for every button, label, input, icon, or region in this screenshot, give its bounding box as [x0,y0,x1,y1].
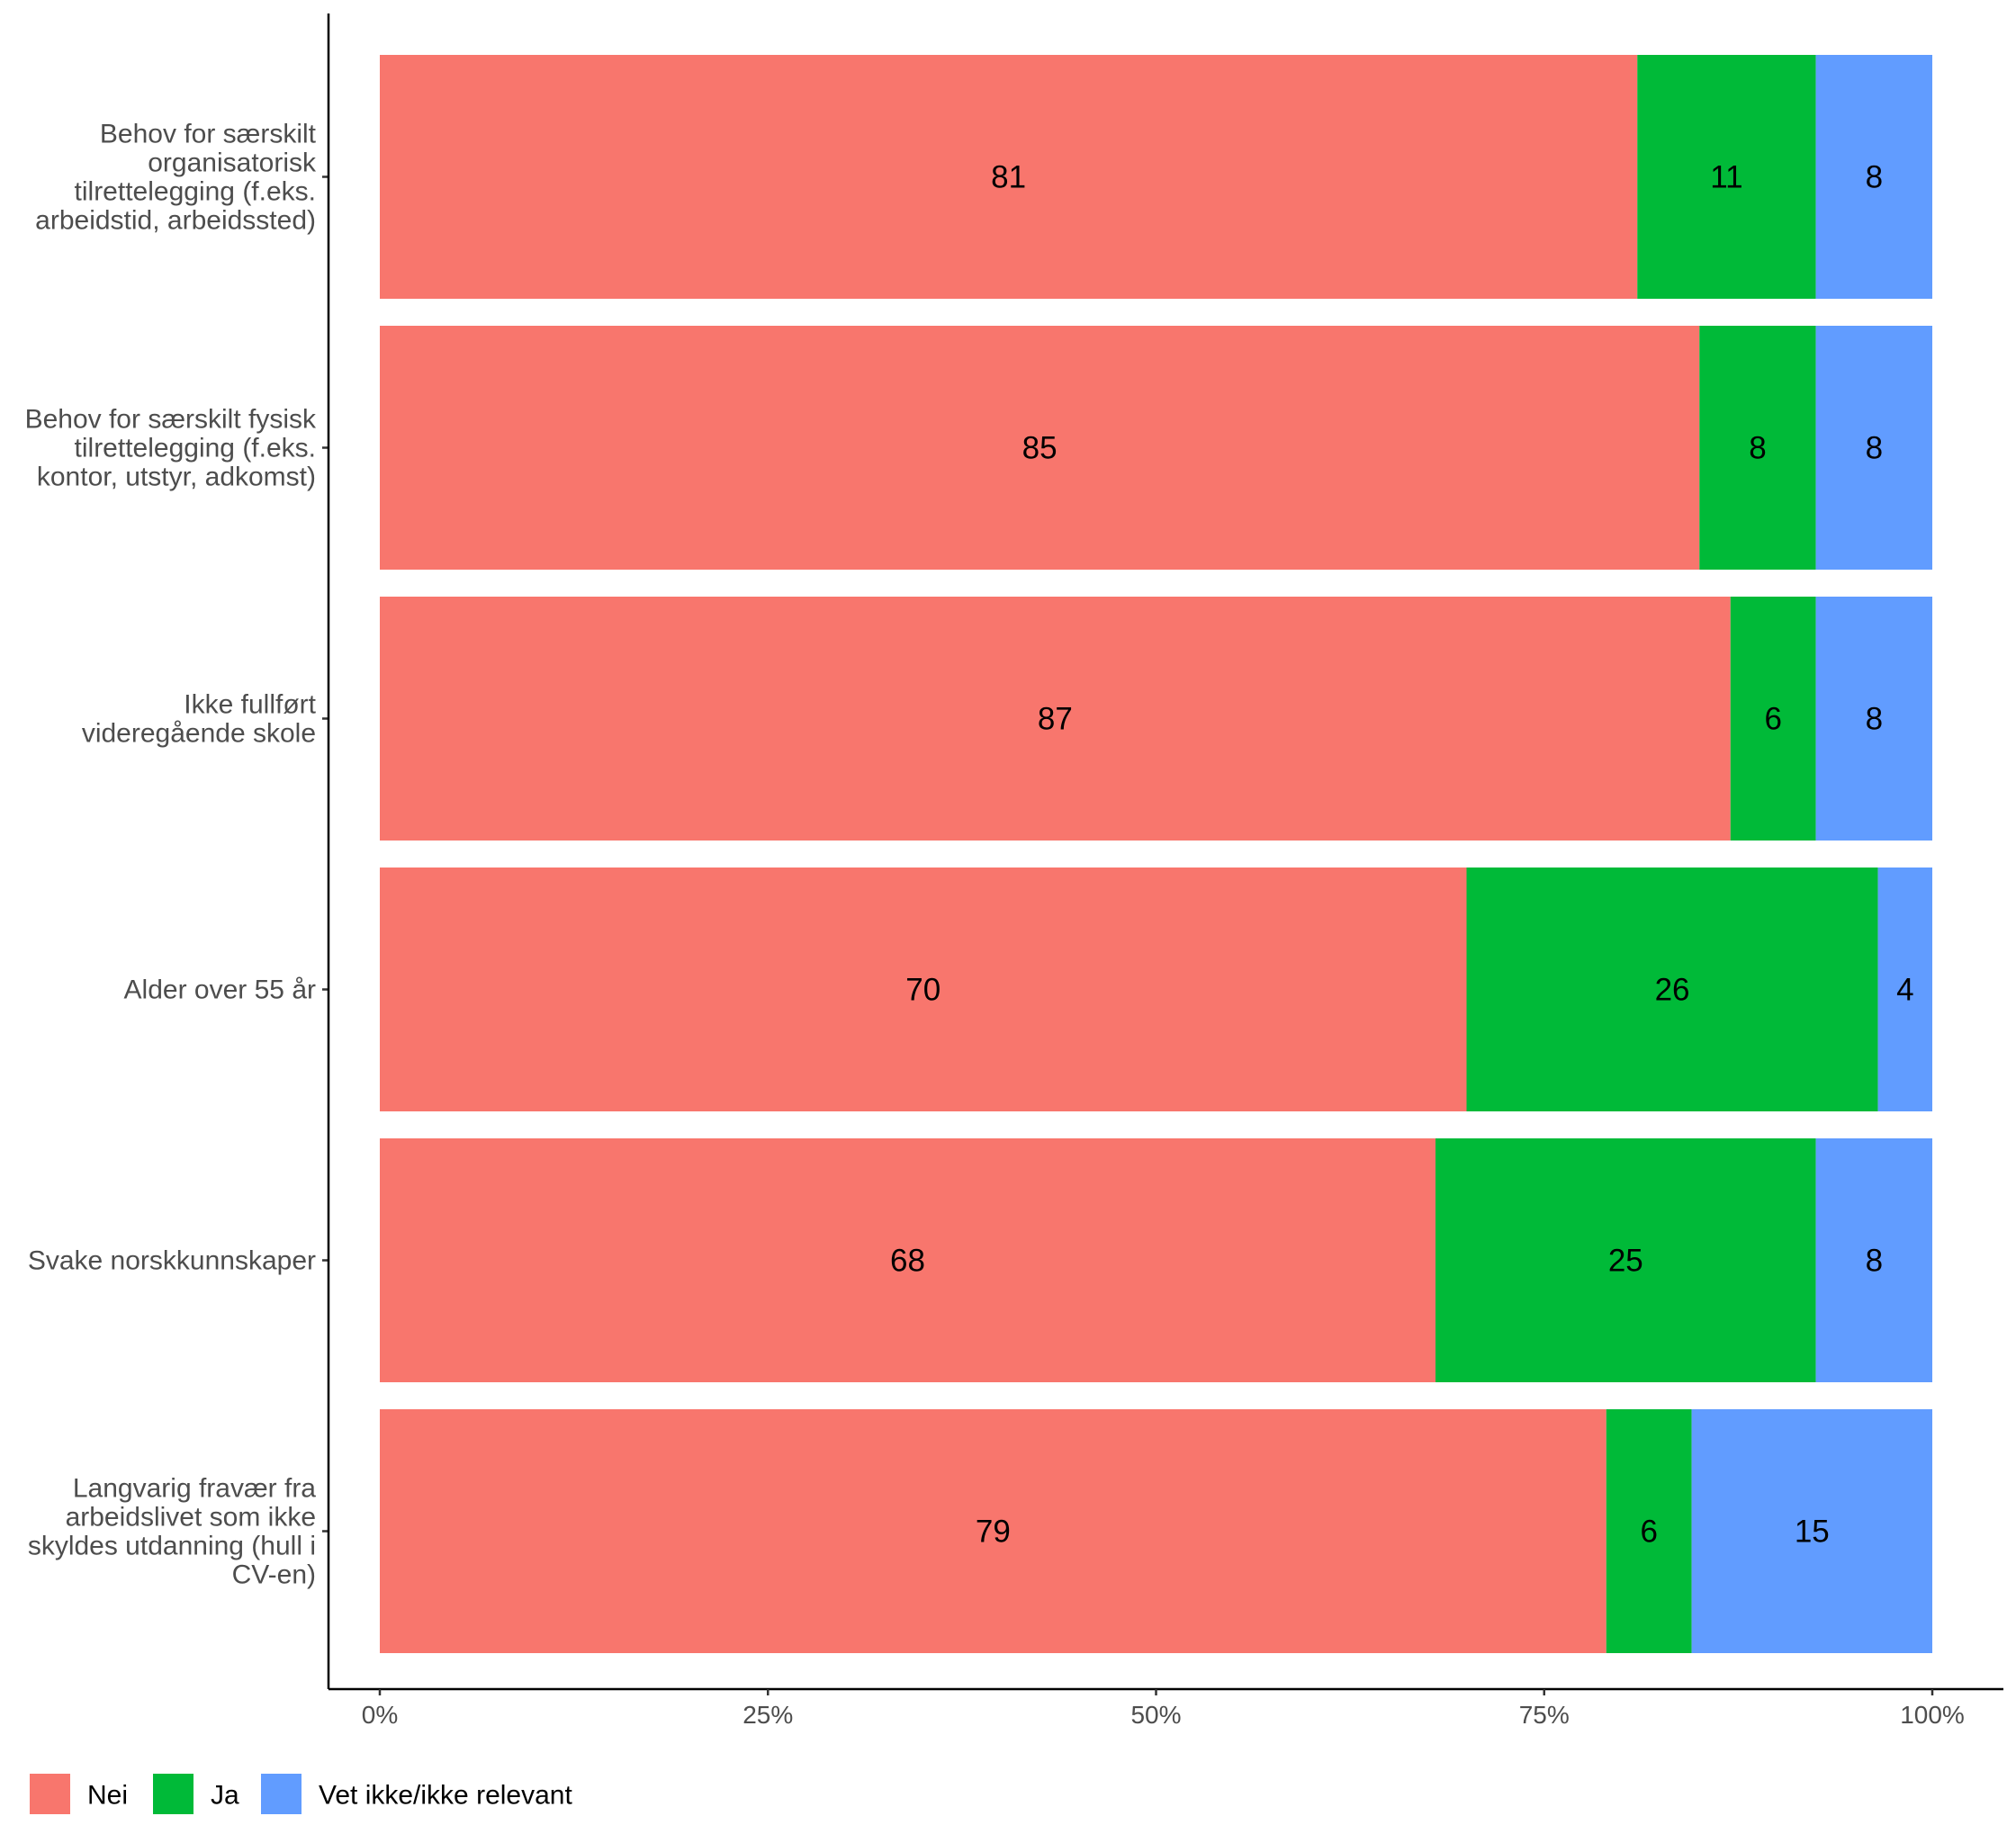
legend-key [261,1774,302,1814]
data-label: 8 [1866,160,1883,195]
data-label: 11 [1710,160,1742,195]
bar-segment [380,326,1700,570]
bar-segment [1815,55,1932,299]
bar-segment [380,1409,1606,1653]
legend-key [153,1774,194,1814]
bar-segment [1815,1138,1932,1382]
category-label-line: skyldes utdanning (hull i [28,1532,316,1561]
category-label-line: Behov for særskilt fysisk [25,405,317,435]
category-label: Behov for særskilt organisatorisk tilrette… [35,120,317,236]
data-label: 6 [1640,1515,1657,1550]
data-label: 87 [1038,702,1073,737]
category-label-line: Alder over 55 år [124,975,316,1005]
category-label-line: Behov for særskilt [100,120,317,149]
bar-segment [1815,597,1932,841]
bar-segment [1637,55,1816,299]
bar-segment [1691,1409,1932,1653]
legend-label: Ja [211,1781,239,1811]
bar-segment [380,597,1731,841]
category-label-line: videregående skole [82,719,316,749]
category-label-line: Langvarig fravær fra [73,1474,316,1504]
category-label-line: CV-en) [232,1560,316,1590]
category-label: Ikke fullført videregående skole [82,690,317,749]
category-label-line: Svake norskkunnskaper [28,1246,316,1276]
bar-segment [1466,868,1878,1111]
x-tick-label: 50% [1130,1701,1181,1729]
data-label: 6 [1764,702,1781,737]
bar-segment [380,55,1638,299]
bar-segment [380,868,1467,1111]
category-label-line: kontor, utstyr, adkomst) [37,463,316,492]
category-label-line: tilrettelegging (f.eks. [75,434,316,463]
category-label-line: Ikke fullført [184,690,316,720]
x-tick-label: 0% [362,1701,398,1729]
data-label: 25 [1608,1244,1643,1279]
category-label-line: organisatorisk [148,148,317,178]
data-label: 70 [905,973,940,1008]
category-label: Svake norskkunnskaper [28,1246,316,1276]
bar-segment [1877,868,1932,1111]
data-label: 8 [1866,702,1883,737]
category-label-line: arbeidslivet som ikke [66,1503,316,1533]
category-label: Alder over 55 år [124,975,316,1005]
category-label-line: arbeidstid, arbeidssted) [35,206,316,236]
legend-key [30,1774,70,1814]
data-label: 8 [1866,1244,1883,1279]
category-label-line: tilrettelegging (f.eks. [75,177,316,207]
data-label: 79 [976,1515,1011,1550]
data-label: 15 [1795,1515,1830,1550]
bar-segment [380,1138,1436,1382]
data-label: 81 [991,160,1026,195]
bar-segment [1436,1138,1816,1382]
bar-segment [1606,1409,1692,1653]
category-label: Behov for særskilt fysisk tilrettelegging… [25,405,317,492]
x-tick-label: 25% [742,1701,793,1729]
x-tick-label: 100% [1900,1701,1965,1729]
bar-segment [1730,597,1816,841]
legend: Nei Ja Vet ikke/ikke relevant [30,1774,572,1814]
bar-segment [1815,326,1932,570]
x-tick-label: 75% [1519,1701,1570,1729]
category-label: Langvarig fravær fra arbeidslivet som ikk… [28,1474,316,1590]
data-label: 8 [1749,431,1766,466]
data-label: 4 [1896,973,1913,1008]
legend-label: Vet ikke/ikke relevant [319,1781,572,1811]
data-label: 26 [1655,973,1690,1008]
data-label: 85 [1022,431,1058,466]
data-label: 8 [1866,431,1883,466]
bar-segment [1699,326,1816,570]
data-label: 68 [890,1244,925,1279]
legend-label: Nei [87,1781,128,1811]
